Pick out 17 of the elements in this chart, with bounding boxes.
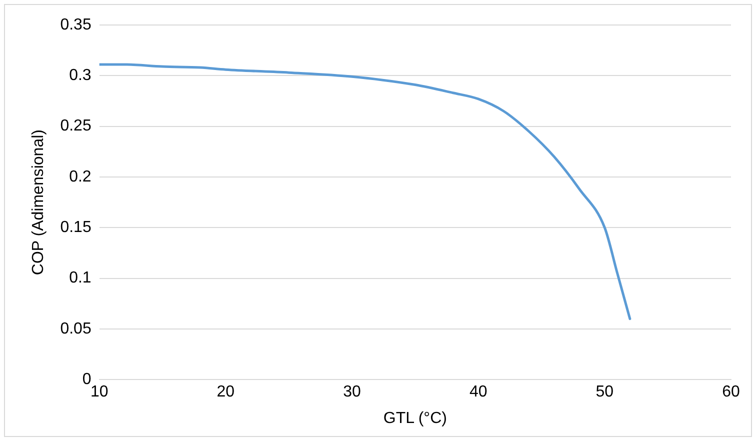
line-series xyxy=(99,63,632,320)
y-tick-label: 0.1 xyxy=(69,270,92,287)
x-tick-label: 60 xyxy=(722,384,740,401)
y-tick-label: 0.25 xyxy=(60,118,92,135)
y-tick-label: 0.15 xyxy=(60,219,92,236)
y-tick-label: 0.05 xyxy=(60,320,92,338)
x-axis-title: GTL (°C) xyxy=(383,410,447,427)
y-axis-title: COP (Adimensional) xyxy=(30,130,48,276)
x-tick-label: 10 xyxy=(90,384,108,401)
y-tick-label: 0 xyxy=(82,371,92,388)
y-tick-label: 0.2 xyxy=(69,168,92,186)
x-tick-label: 50 xyxy=(596,384,614,401)
x-tick-label: 20 xyxy=(216,384,235,401)
x-tick-label: 40 xyxy=(469,384,488,401)
y-tick-label: 0.35 xyxy=(60,16,92,34)
x-tick-label: 30 xyxy=(343,384,362,401)
y-tick-label: 0.3 xyxy=(69,67,92,84)
